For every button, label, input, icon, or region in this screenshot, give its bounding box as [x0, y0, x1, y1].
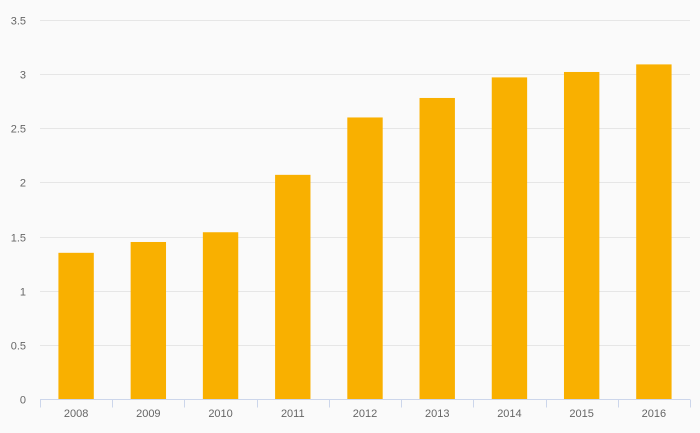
- y-tick-label: 0.5: [11, 341, 26, 353]
- bar-series: [58, 64, 672, 400]
- x-tick-label: 2013: [425, 408, 449, 420]
- y-tick-label: 0: [20, 395, 26, 407]
- bar-2013[interactable]: [419, 97, 455, 400]
- bar-2010[interactable]: [202, 232, 239, 399]
- y-tick-label: 2.5: [11, 124, 26, 136]
- bar-2015[interactable]: [563, 71, 600, 399]
- x-tick-label: 2014: [497, 408, 521, 420]
- bar-2008[interactable]: [58, 252, 94, 399]
- y-tick-label: 1.5: [11, 233, 26, 245]
- y-axis-tick-labels: 0 0.5 1 1.5 2 2.5 3 3.5: [11, 16, 26, 407]
- x-tick-label: 2008: [64, 408, 88, 420]
- bar-2012[interactable]: [347, 117, 383, 399]
- y-tick-label: 1: [20, 287, 26, 299]
- y-tick-label: 3: [20, 70, 26, 82]
- x-tick-label: 2012: [353, 408, 377, 420]
- x-axis: 2008 2009 2010 2011 2012 2013 2014 2015 2016: [40, 399, 691, 420]
- x-tick-label: 2010: [208, 408, 232, 420]
- bar-2016[interactable]: [636, 64, 672, 399]
- bar-2009[interactable]: [130, 241, 167, 399]
- x-tick-label: 2011: [281, 408, 305, 420]
- x-tick-label: 2015: [569, 408, 593, 420]
- bar-2011[interactable]: [275, 174, 311, 399]
- bar-2014[interactable]: [491, 77, 528, 400]
- y-tick-label: 2: [20, 178, 26, 190]
- y-tick-label: 3.5: [11, 16, 26, 28]
- x-tick-label: 2016: [642, 408, 666, 420]
- x-tick-label: 2009: [136, 408, 160, 420]
